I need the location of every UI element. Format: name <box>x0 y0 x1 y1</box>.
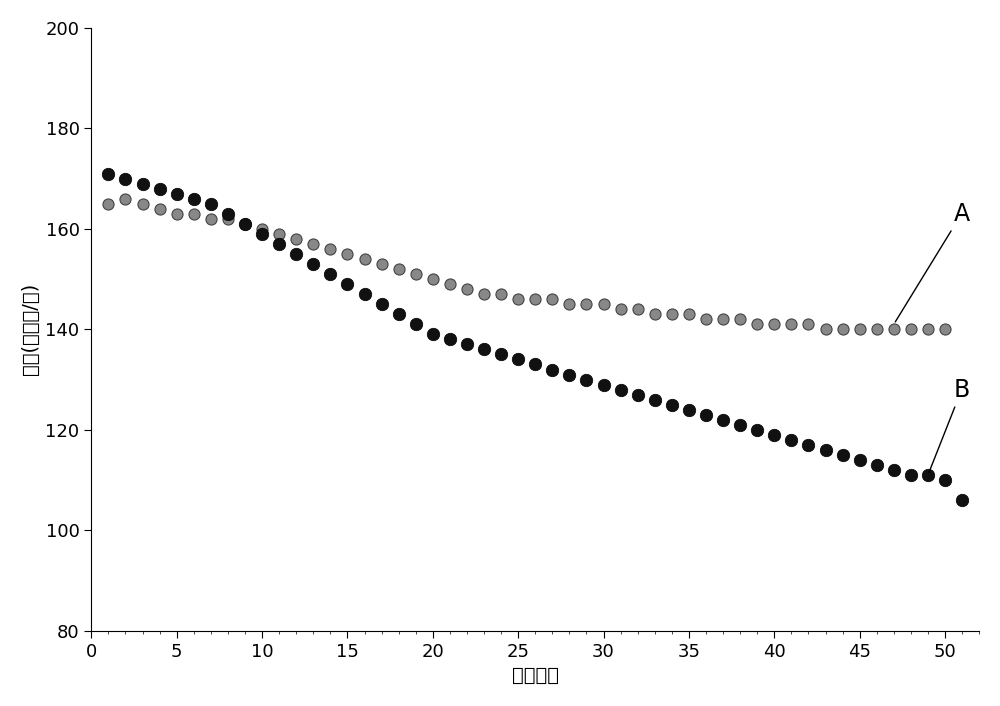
Text: A: A <box>895 202 970 322</box>
X-axis label: 循环次数: 循环次数 <box>512 666 559 685</box>
Text: B: B <box>929 378 970 472</box>
Y-axis label: 容量(毫安时/克): 容量(毫安时/克) <box>21 283 40 376</box>
